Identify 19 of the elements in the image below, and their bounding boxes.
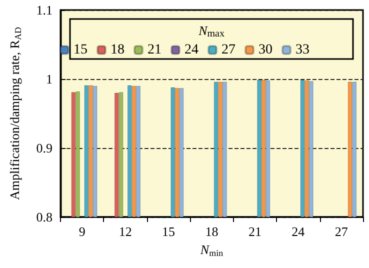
x-tick-label: 21 [248, 224, 262, 239]
x-tick-label: 15 [162, 224, 176, 239]
y-tick-label: 0.9 [36, 140, 52, 156]
y-tick-label: 0.8 [36, 210, 52, 224]
x-tick-label: 24 [292, 224, 306, 239]
y-tick-label: 1 [46, 72, 52, 86]
legend-label: 21 [148, 42, 162, 58]
legend-label: 33 [296, 42, 310, 58]
x-tick-label: 9 [78, 224, 86, 239]
legend-label: 27 [222, 42, 236, 58]
legend-label: 24 [184, 42, 198, 58]
legend-label: 15 [74, 42, 88, 58]
y-tick-label: 1.1 [36, 2, 52, 18]
legend-label: 18 [110, 42, 124, 58]
y-axis-title: Amplification/damping rate, RAD [7, 26, 23, 200]
legend-label: 30 [258, 42, 272, 58]
x-tick-label: 12 [118, 224, 132, 239]
x-tick-label: 18 [205, 224, 218, 239]
x-tick-label: 27 [334, 224, 348, 239]
